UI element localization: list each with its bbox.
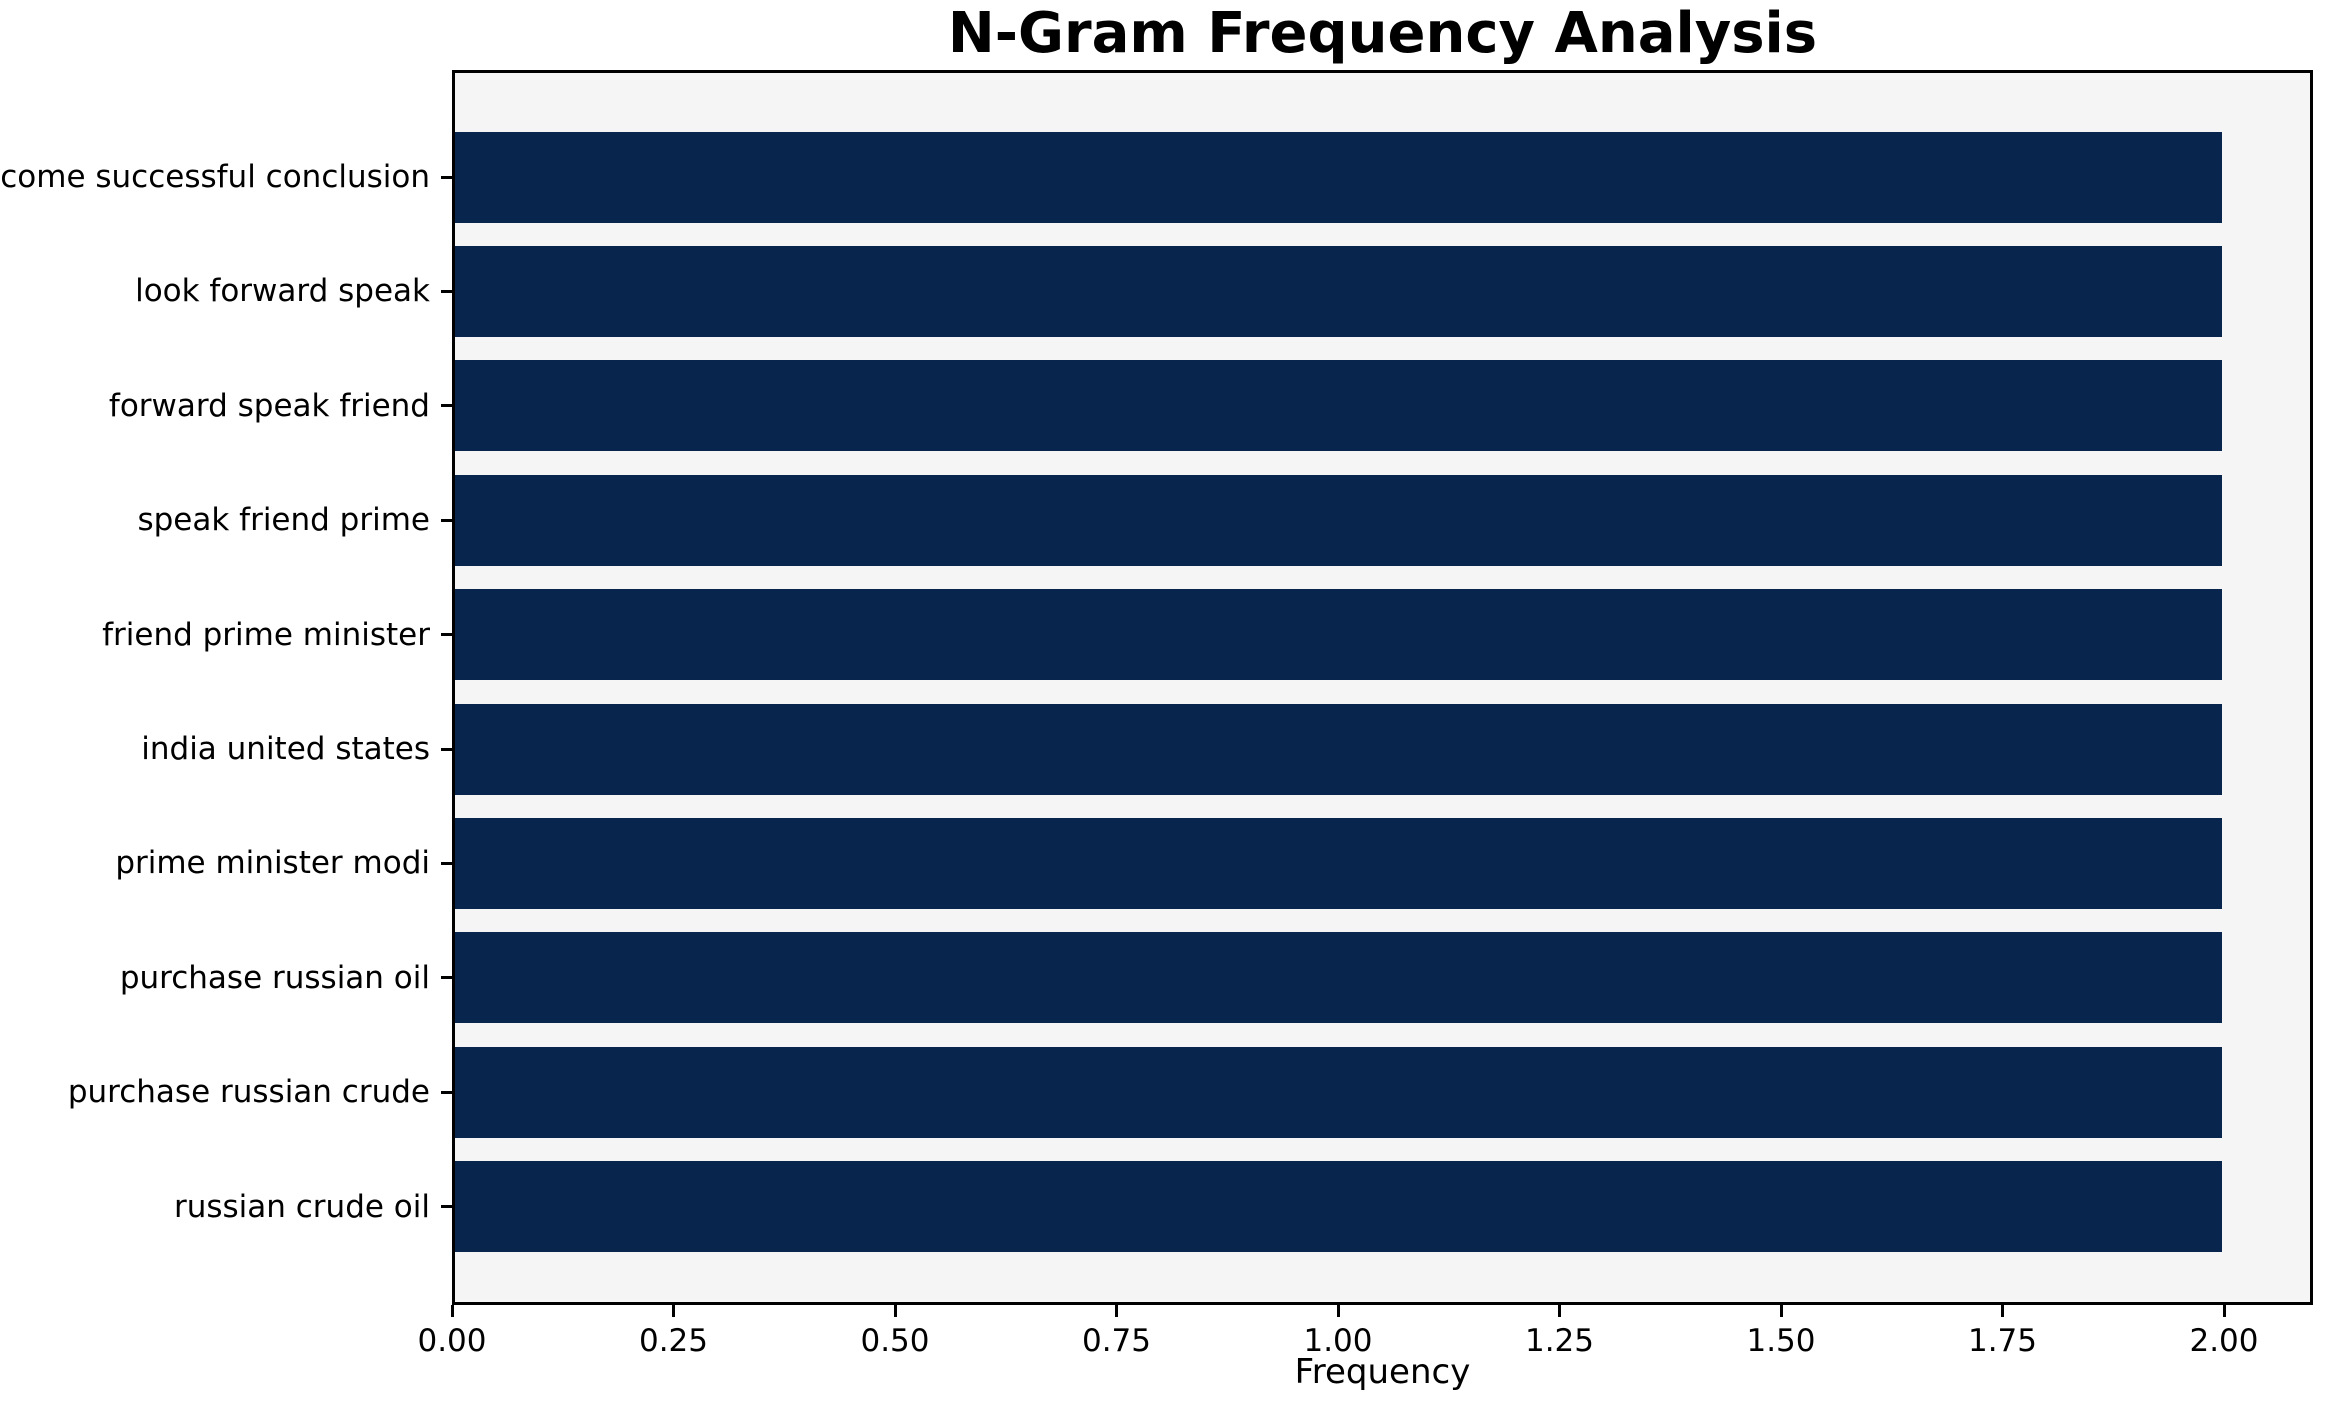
bar xyxy=(455,1046,2222,1138)
bar xyxy=(455,1161,2222,1253)
y-tick-label: look forward speak xyxy=(135,273,430,310)
x-tick-label: 1.75 xyxy=(1967,1323,2038,1359)
x-tick-mark xyxy=(1779,1305,1783,1317)
x-tick-mark xyxy=(1115,1305,1118,1317)
y-tick-label: purchase russian crude xyxy=(67,1074,430,1111)
y-tick-label: india united states xyxy=(141,731,430,767)
x-tick-mark xyxy=(1558,1305,1561,1317)
bar xyxy=(455,474,2222,566)
y-tick-mark xyxy=(441,518,452,522)
bar xyxy=(455,360,2222,452)
y-tick-label: russian crude oil xyxy=(173,1188,430,1225)
x-tick-mark xyxy=(2001,1305,2004,1317)
plot-area xyxy=(452,70,2313,1305)
x-tick-label: 1.50 xyxy=(1746,1323,1816,1359)
y-tick-mark xyxy=(441,747,452,751)
x-axis-label: Frequency xyxy=(1294,1352,1471,1392)
x-tick-label: 0.25 xyxy=(638,1323,709,1359)
x-tick-label: 1.00 xyxy=(1303,1323,1373,1359)
bar xyxy=(455,245,2222,337)
x-tick-label: 1.25 xyxy=(1524,1323,1595,1359)
y-tick-mark xyxy=(441,1205,452,1209)
bar xyxy=(455,932,2222,1024)
y-tick-mark xyxy=(441,404,452,408)
x-tick-mark xyxy=(893,1305,897,1317)
y-tick-label: purchase russian oil xyxy=(119,959,430,996)
y-tick-label: friend prime minister xyxy=(102,616,430,653)
x-tick-mark xyxy=(2222,1305,2226,1317)
y-tick-mark xyxy=(441,1090,452,1094)
y-tick-mark xyxy=(441,289,452,293)
chart-title: N-Gram Frequency Analysis xyxy=(947,1,1818,66)
y-tick-label: forward speak friend xyxy=(108,387,430,424)
x-tick-label: 0.50 xyxy=(860,1323,930,1359)
x-tick-label: 0.75 xyxy=(1081,1323,1152,1359)
x-tick-label: 2.00 xyxy=(2189,1323,2259,1359)
y-tick-label: speak friend prime xyxy=(137,502,430,539)
x-tick-mark xyxy=(450,1305,454,1317)
x-tick-mark xyxy=(672,1305,675,1317)
x-tick-mark xyxy=(1336,1305,1340,1317)
y-tick-mark xyxy=(441,861,452,865)
bar xyxy=(455,703,2222,795)
y-tick-mark xyxy=(441,633,452,637)
bar xyxy=(455,589,2222,681)
y-tick-mark xyxy=(441,976,452,980)
bar xyxy=(455,131,2222,223)
y-tick-label: prime minister modi xyxy=(115,845,430,882)
y-tick-label: come successful conclusion xyxy=(0,159,430,195)
y-tick-mark xyxy=(441,175,452,179)
x-tick-label: 0.00 xyxy=(417,1323,487,1359)
bar xyxy=(455,817,2222,909)
